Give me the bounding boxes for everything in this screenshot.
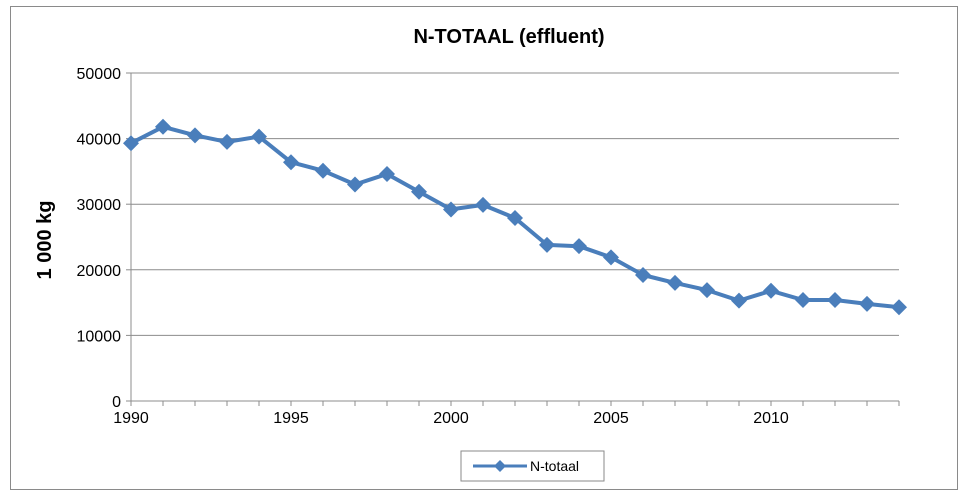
legend-marker	[494, 460, 506, 472]
y-axis-label: 1 000 kg	[34, 201, 56, 280]
x-tick-label-2010: 2010	[753, 410, 789, 427]
legend: N-totaal	[460, 450, 605, 482]
data-point-1990	[123, 135, 139, 152]
data-point-2002	[507, 209, 523, 226]
x-tick-label-2000: 2000	[433, 410, 469, 427]
data-point-2003	[539, 236, 555, 253]
data-point-2009	[731, 292, 747, 309]
data-point-2010	[763, 282, 779, 299]
y-tick-label-10000: 10000	[77, 328, 122, 345]
y-tick-label-0: 0	[112, 394, 121, 411]
data-point-2000	[443, 201, 459, 218]
y-tick-label-30000: 30000	[77, 197, 122, 214]
data-point-1994	[251, 128, 267, 145]
chart-title: N-TOTAAL (effluent)	[413, 26, 604, 48]
data-point-2004	[571, 238, 587, 255]
data-point-2012	[827, 291, 843, 308]
data-point-2008	[699, 282, 715, 299]
data-point-1993	[219, 133, 235, 150]
chart-frame: N-TOTAAL (effluent) 1 000 kg 0 10000 20000…	[10, 6, 958, 490]
series-layer	[123, 118, 907, 316]
data-point-1991	[155, 118, 171, 135]
y-tick-label-40000: 40000	[77, 132, 122, 149]
data-point-2011	[795, 291, 811, 308]
y-tick-label-20000: 20000	[77, 263, 122, 280]
data-point-1997	[347, 176, 363, 193]
data-point-2001	[475, 196, 491, 213]
data-point-2014	[891, 299, 907, 316]
x-tick-label-2005: 2005	[593, 410, 629, 427]
data-point-1992	[187, 127, 203, 144]
axes	[126, 72, 900, 406]
x-tick-label-1990: 1990	[113, 410, 149, 427]
data-point-2005	[603, 249, 619, 266]
data-point-1998	[379, 166, 395, 183]
data-point-2007	[667, 274, 683, 291]
tick-labels: 0 10000 20000 30000 40000 50000 1990 1995 2000 20…	[77, 66, 789, 427]
data-point-2006	[635, 267, 651, 284]
data-point-2013	[859, 295, 875, 312]
data-point-1995	[283, 154, 299, 171]
data-point-1999	[411, 183, 427, 200]
data-point-1996	[315, 162, 331, 179]
y-tick-label-50000: 50000	[77, 66, 122, 83]
legend-label: N-totaal	[530, 458, 579, 474]
line-chart: N-TOTAAL (effluent) 1 000 kg 0 10000 20000…	[34, 26, 907, 482]
x-tick-label-1995: 1995	[273, 410, 309, 427]
